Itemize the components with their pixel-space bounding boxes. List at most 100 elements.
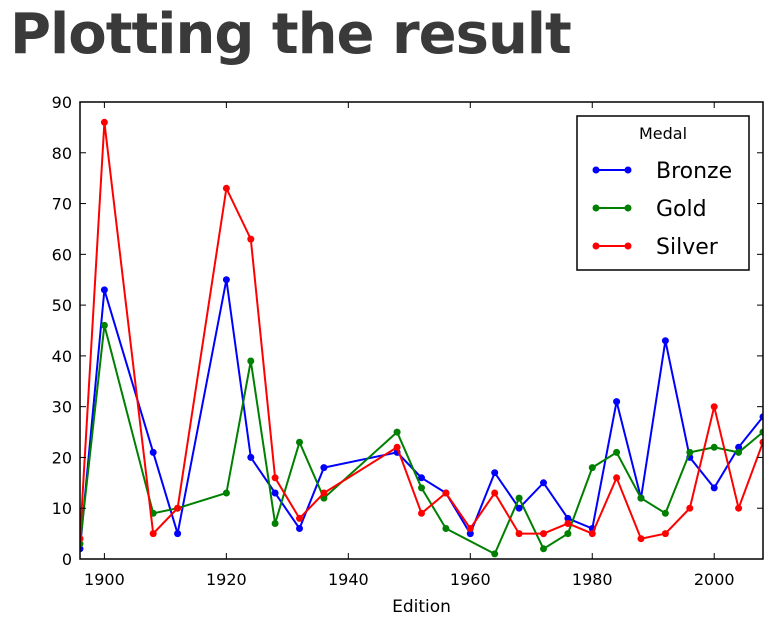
legend-marker: [624, 242, 632, 250]
data-point-bronze: [271, 489, 279, 497]
data-point-gold: [710, 443, 718, 451]
data-point-silver: [222, 184, 230, 192]
data-point-bronze: [174, 530, 182, 538]
data-point-gold: [735, 448, 743, 456]
x-axis-label: Edition: [392, 597, 451, 617]
data-point-bronze: [320, 464, 328, 472]
data-point-bronze: [491, 469, 499, 477]
data-point-bronze: [564, 514, 572, 522]
data-point-bronze: [247, 453, 255, 461]
data-point-bronze: [418, 474, 425, 482]
plot-area: [80, 118, 763, 558]
data-point-silver: [418, 509, 425, 517]
y-tick-label: 90: [52, 93, 72, 112]
data-point-silver: [710, 403, 718, 411]
data-point-silver: [296, 514, 303, 522]
data-point-gold: [759, 428, 763, 436]
data-point-silver: [540, 530, 547, 538]
series-line-gold: [80, 325, 763, 556]
data-point-silver: [588, 530, 596, 538]
data-point-silver: [247, 235, 255, 243]
x-tick-label: 1920: [206, 570, 247, 589]
y-tick-label: 50: [52, 296, 72, 315]
data-point-silver: [466, 525, 474, 532]
data-point-bronze: [735, 443, 743, 451]
data-point-gold: [393, 428, 401, 436]
x-tick-label: 1980: [572, 570, 613, 589]
y-tick-label: 20: [52, 448, 72, 467]
data-point-gold: [661, 509, 669, 517]
plot-frame: [79, 101, 764, 560]
data-point-gold: [686, 448, 694, 456]
page-title: Plotting the result: [10, 2, 572, 67]
data-point-bronze: [613, 398, 621, 406]
data-point-bronze: [759, 413, 763, 421]
data-point-silver: [393, 443, 401, 451]
data-point-bronze: [100, 286, 108, 294]
y-tick-label: 0: [62, 550, 72, 569]
y-tick-label: 40: [52, 347, 72, 366]
data-point-gold: [296, 438, 303, 446]
data-point-bronze: [296, 525, 303, 532]
y-tick-label: 80: [52, 144, 72, 163]
data-point-gold: [320, 494, 328, 502]
data-point-gold: [100, 321, 108, 329]
data-point-gold: [564, 530, 572, 538]
y-tick-label: 60: [52, 245, 72, 264]
data-point-silver: [613, 474, 621, 482]
legend-label-bronze: Bronze: [656, 159, 732, 184]
legend-title: Medal: [639, 124, 687, 143]
data-point-gold: [613, 448, 621, 456]
data-point-bronze: [710, 484, 718, 492]
data-point-bronze: [540, 479, 547, 487]
data-point-silver: [174, 504, 182, 512]
legend-label-silver: Silver: [656, 235, 719, 260]
data-point-silver: [149, 530, 157, 538]
legend-marker: [592, 204, 600, 212]
y-tick-label: 10: [52, 499, 72, 518]
x-tick-label: 2000: [694, 570, 735, 589]
data-point-gold: [588, 464, 596, 472]
data-point-silver: [80, 535, 84, 543]
data-point-silver: [759, 438, 763, 446]
legend-marker: [592, 242, 600, 250]
x-tick-label: 1940: [328, 570, 369, 589]
data-point-gold: [222, 489, 230, 497]
legend-box: [576, 115, 750, 271]
data-point-silver: [442, 489, 450, 497]
data-point-bronze: [466, 530, 474, 538]
data-point-silver: [320, 489, 328, 497]
data-point-silver: [637, 535, 645, 543]
data-point-gold: [540, 545, 547, 553]
data-point-gold: [247, 357, 255, 365]
data-point-bronze: [149, 448, 157, 456]
data-point-gold: [418, 484, 425, 492]
y-tick-label: 30: [52, 398, 72, 417]
data-point-gold: [271, 520, 279, 527]
data-point-bronze: [661, 337, 669, 345]
data-point-silver: [661, 530, 669, 538]
legend-marker: [592, 166, 600, 174]
data-point-gold: [442, 525, 450, 532]
data-point-silver: [564, 520, 572, 527]
data-point-bronze: [222, 276, 230, 284]
legend-marker: [624, 166, 632, 174]
series-line-bronze: [80, 279, 763, 549]
legend: Medal Bronze Gold Silver: [576, 115, 750, 271]
legend-label-gold: Gold: [656, 197, 707, 222]
data-point-gold: [491, 550, 499, 558]
data-point-silver: [515, 530, 523, 538]
legend-marker: [624, 204, 632, 212]
data-point-bronze: [515, 504, 523, 512]
data-point-gold: [637, 494, 645, 502]
y-tick-label: 70: [52, 195, 72, 214]
data-point-silver: [686, 504, 694, 512]
data-point-silver: [100, 118, 108, 126]
x-tick-label: 1900: [84, 570, 125, 589]
data-point-silver: [735, 504, 743, 512]
data-point-silver: [271, 474, 279, 482]
data-point-silver: [491, 489, 499, 497]
x-tick-label: 1960: [450, 570, 491, 589]
data-point-gold: [515, 494, 523, 502]
